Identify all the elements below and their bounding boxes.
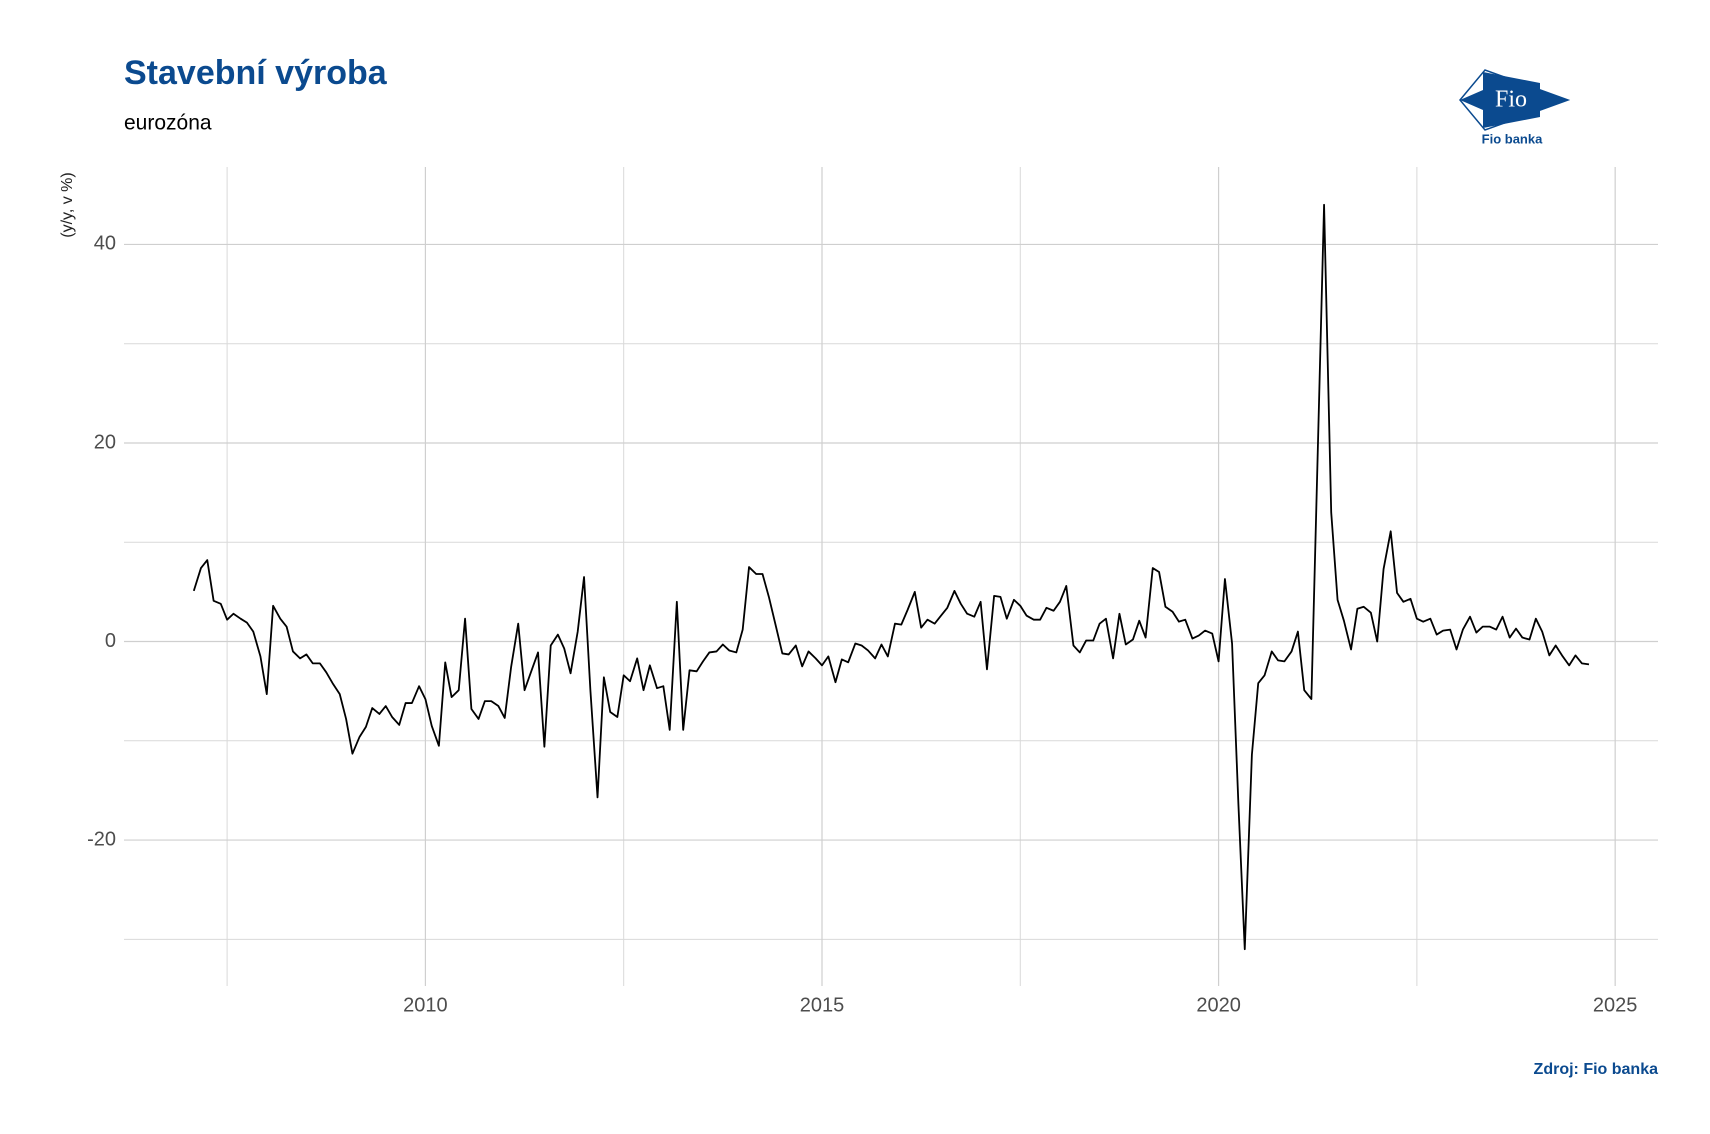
y-tick-label: 20: [94, 431, 116, 453]
logo-flag: [1483, 72, 1540, 128]
y-tick-label: 40: [94, 233, 116, 255]
x-tick-label: 2010: [403, 994, 448, 1016]
x-tick-label: 2025: [1593, 994, 1638, 1016]
y-axis-title: (y/y, v %): [59, 172, 76, 237]
chart-subtitle: eurozóna: [124, 112, 212, 135]
chart-title: Stavební výroba: [124, 54, 388, 92]
data-line: [192, 203, 1590, 951]
x-tick-label: 2020: [1196, 994, 1241, 1016]
x-tick-label: 2015: [800, 994, 845, 1016]
logo-name: Fio banka: [1482, 131, 1543, 146]
logo-left: [1460, 90, 1483, 110]
y-tick-label: -20: [87, 828, 116, 850]
logo: Fio Fio banka: [1459, 69, 1571, 146]
logo-right: [1540, 90, 1568, 110]
logo-mark: Fio: [1495, 87, 1527, 113]
source-note: Zdroj: Fio banka: [1534, 1061, 1659, 1078]
y-tick-label: 0: [105, 630, 116, 652]
